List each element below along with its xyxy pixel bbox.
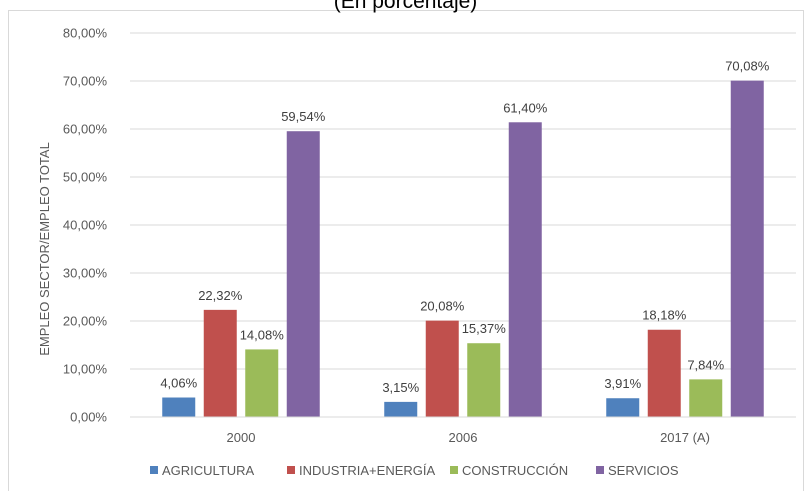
legend-swatch	[450, 466, 458, 474]
legend-label: AGRICULTURA	[162, 463, 255, 478]
bar	[647, 329, 681, 417]
bar	[425, 320, 459, 417]
bar	[162, 397, 196, 417]
x-tick-label: 2006	[449, 430, 478, 445]
data-label: 61,40%	[503, 100, 548, 115]
y-tick-label: 80,00%	[63, 26, 108, 41]
legend-label: INDUSTRIA+ENERGÍA	[299, 463, 435, 478]
data-label: 22,32%	[198, 288, 243, 303]
bar	[384, 401, 418, 417]
x-tick-label: 2000	[227, 430, 256, 445]
y-tick-label: 70,00%	[63, 74, 108, 89]
y-tick-label: 50,00%	[63, 170, 108, 185]
chart-border	[8, 10, 804, 496]
chart-subtitle: (En porcentaje)	[333, 0, 478, 13]
legend-swatch	[150, 466, 158, 474]
data-label: 3,91%	[604, 376, 641, 391]
data-label: 18,18%	[642, 308, 687, 323]
bar	[245, 349, 279, 417]
bar	[730, 80, 764, 417]
data-label: 3,15%	[382, 380, 419, 395]
y-tick-label: 10,00%	[63, 362, 108, 377]
x-tick-label: 2017 (A)	[660, 430, 710, 445]
legend-label: CONSTRUCCIÓN	[462, 463, 568, 478]
y-tick-label: 40,00%	[63, 218, 108, 233]
bar	[508, 122, 542, 417]
data-label: 15,37%	[462, 321, 507, 336]
data-label: 7,84%	[687, 357, 724, 372]
data-label: 20,08%	[420, 299, 465, 314]
y-axis-label: EMPLEO SECTOR/EMPLEO TOTAL	[37, 142, 52, 356]
bar	[203, 309, 237, 417]
y-tick-label: 60,00%	[63, 122, 108, 137]
y-tick-label: 20,00%	[63, 314, 108, 329]
y-tick-label: 30,00%	[63, 266, 108, 281]
bar	[467, 343, 501, 417]
legend-label: SERVICIOS	[608, 463, 679, 478]
data-label: 70,08%	[725, 59, 770, 74]
y-tick-label: 0,00%	[70, 410, 107, 425]
bar	[606, 398, 640, 417]
bar	[689, 379, 723, 417]
bar	[286, 131, 320, 417]
legend-swatch	[596, 466, 604, 474]
data-label: 59,54%	[281, 109, 326, 124]
data-label: 4,06%	[160, 376, 197, 391]
data-label: 14,08%	[240, 327, 285, 342]
legend-swatch	[287, 466, 295, 474]
